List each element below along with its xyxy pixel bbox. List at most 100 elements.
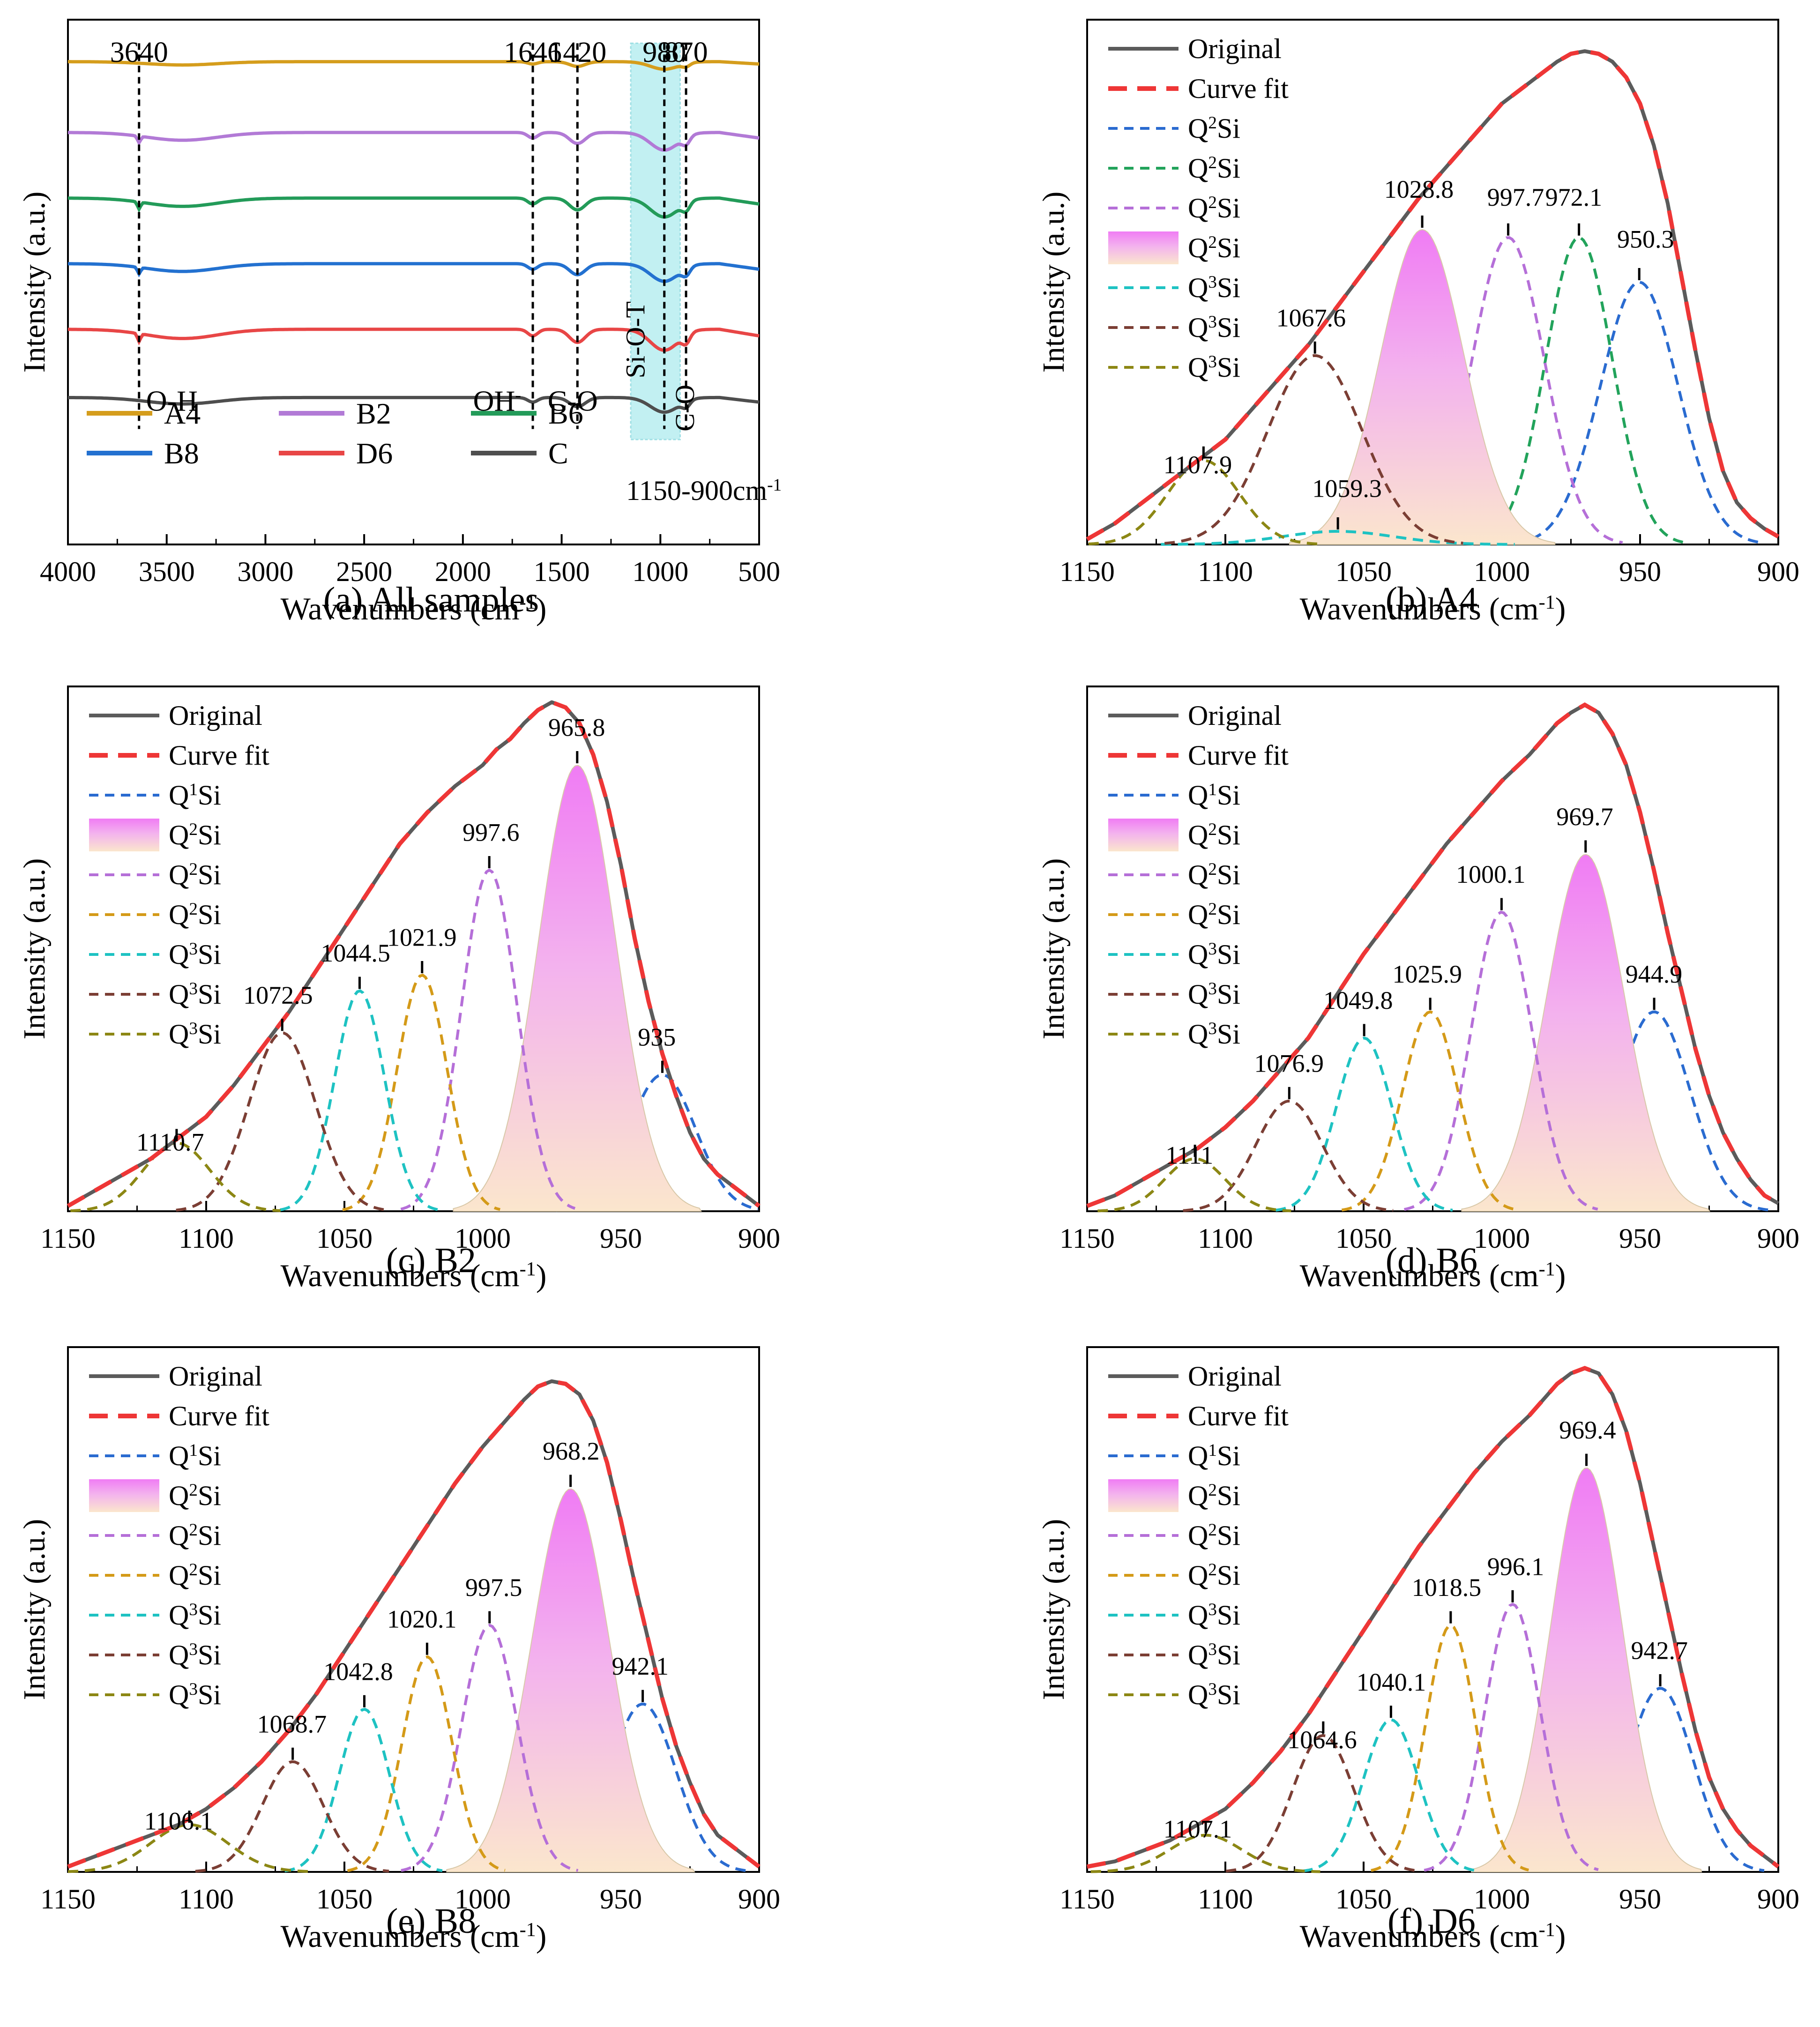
panel-d: 1150 1100 1050 1000 950 900 Wavenumbers (cm-1)…: [1037, 686, 1799, 1293]
panel-c: 1150 1100 1050 1000 950 900 Wavenumbers (cm-1)…: [17, 686, 780, 1293]
peak-curve-1111: [1097, 1157, 1291, 1213]
peak-curve-997.7: [1393, 236, 1623, 544]
peak-label: 1028.8: [1384, 175, 1454, 203]
legend-text-part: Q: [1188, 979, 1208, 1010]
legend-label-A4: A4: [164, 397, 201, 430]
peak-label: 1067.6: [1276, 304, 1346, 332]
peak-label: 1107.9: [1164, 451, 1232, 479]
x-axis-label-part: ): [1555, 1918, 1566, 1954]
legend-text-part: Si: [198, 1600, 221, 1631]
legend-text: Q2Si: [1188, 1560, 1240, 1591]
legend-text: Q2Si: [169, 899, 221, 930]
peak-fill-969.7: [1461, 854, 1710, 1212]
x-tick-label: 1150: [1059, 556, 1115, 587]
legend-text-part: Q: [169, 1639, 189, 1670]
x-tick-label: 1050: [1335, 1223, 1392, 1254]
y-axis-label: Intensity (a.u.): [1037, 192, 1071, 373]
legend-text-part: 2: [1208, 1481, 1217, 1500]
legend-text-part: 2: [1208, 233, 1217, 252]
x-axis-label-part: Wavenumbers (cm: [1300, 591, 1539, 626]
x-tick-label: 1100: [1198, 1884, 1253, 1915]
legend-text-part: 1: [189, 1441, 198, 1460]
peak-label: 950.3: [1617, 225, 1674, 253]
x-axis-label-part: ): [536, 1258, 547, 1293]
x-tick-label: 1050: [1335, 1884, 1392, 1915]
legend-text: Original: [1188, 33, 1282, 64]
legend-text: Q2Si: [169, 1480, 221, 1511]
x-axis-label: Wavenumbers (cm-1): [281, 1918, 547, 1954]
panel-caption-part: a: [335, 580, 351, 619]
spectrum-D6: [68, 328, 760, 352]
panel-caption-part: ) B8: [414, 1901, 476, 1941]
legend-text: Curve fit: [1188, 73, 1289, 104]
legend-text-part: 3: [189, 979, 198, 999]
x-axis-label: Wavenumbers (cm-1): [281, 1258, 547, 1293]
legend-text-part: Q: [1188, 899, 1208, 930]
panel-caption-part: (: [386, 1901, 398, 1941]
legend-text-part: 3: [1208, 1640, 1217, 1659]
legend-text-part: Q: [1188, 272, 1208, 303]
peak-fill-1028.8: [1289, 229, 1556, 545]
x-tick-label: 4000: [40, 556, 96, 587]
annotation-c-o-2: C-O: [670, 385, 700, 432]
legend-text-part: Si: [198, 899, 221, 930]
x-tick-label: 500: [738, 556, 780, 587]
peak-curve-1068.7: [195, 1760, 389, 1873]
legend-text-part: Si: [198, 780, 221, 811]
legend-text: Original: [169, 700, 262, 731]
peak-label: 1020.1: [387, 1605, 457, 1633]
x-axis-label-part: Wavenumbers (cm: [1300, 1258, 1539, 1293]
annotation-si-o-t: Si-O-T: [620, 301, 651, 378]
legend-text-part: Si: [1217, 1560, 1240, 1591]
panel-caption-part: (: [323, 580, 335, 619]
legend-text: Q3Si: [169, 1639, 221, 1670]
x-tick-label: 900: [1757, 1223, 1799, 1254]
legend-text-part: Si: [1217, 939, 1240, 970]
x-axis-label-part: Wavenumbers (cm: [1300, 1918, 1539, 1954]
curve-fit-line: [1087, 1365, 1780, 1869]
legend-text: Q2Si: [169, 1520, 221, 1551]
spectrum-B8: [68, 262, 760, 283]
legend-text: Curve fit: [1188, 1401, 1289, 1431]
x-tick-label: 1000: [632, 556, 688, 587]
peak-label: 969.4: [1559, 1416, 1616, 1444]
x-tick-label: 1150: [40, 1884, 96, 1915]
peak-label: 996.1: [1487, 1552, 1544, 1580]
x-tick-label: 950: [1619, 1223, 1661, 1254]
legend-text-part: 2: [189, 1520, 198, 1540]
peak-fill-965.8: [453, 765, 702, 1212]
x-axis-label-part: ): [1555, 591, 1566, 626]
x-tick-label: 1000: [1474, 1884, 1530, 1915]
panel-caption: (b) A4: [1386, 580, 1477, 619]
peak-label: 1059.3: [1312, 474, 1382, 502]
legend-text-part: 3: [1208, 352, 1217, 372]
x-tick-label: 1500: [534, 556, 590, 587]
x-tick-label: 1100: [1198, 556, 1253, 587]
peak-label: 997.5: [465, 1573, 522, 1602]
legend-text: Q1Si: [169, 780, 221, 811]
legend-text-part: Si: [1217, 1480, 1240, 1511]
x-tick-label: 950: [1619, 556, 1661, 587]
legend-text-part: 2: [1208, 900, 1217, 919]
peak-curve-1076.9: [1183, 1099, 1394, 1212]
x-tick-label: 1150: [40, 1223, 96, 1254]
legend-text-part: Q: [1188, 1560, 1208, 1591]
legend-text-part: Si: [1217, 899, 1240, 930]
panel-caption-part: (: [1386, 1241, 1397, 1280]
legend-label-B8: B8: [164, 437, 199, 470]
x-tick-label: 950: [1619, 1884, 1661, 1915]
legend-text-part: Q: [169, 899, 189, 930]
legend-label-D6: D6: [356, 437, 393, 470]
legend-text-part: Q: [1188, 939, 1208, 970]
x-axis-label-part: -1: [520, 1919, 536, 1941]
legend-text: Q2Si: [1188, 820, 1240, 850]
legend-text: Q2Si: [1188, 193, 1240, 224]
legend-text-part: 2: [1208, 1560, 1217, 1580]
x-axis-label: Wavenumbers (cm-1): [281, 591, 547, 626]
x-tick-label: 1100: [179, 1223, 234, 1254]
legend-text: Curve fit: [169, 740, 269, 771]
legend-text-part: 2: [1208, 153, 1217, 172]
legend-text-part: Si: [198, 1639, 221, 1670]
legend-label-B2: B2: [356, 397, 391, 430]
legend-text: Q3Si: [169, 1019, 221, 1050]
